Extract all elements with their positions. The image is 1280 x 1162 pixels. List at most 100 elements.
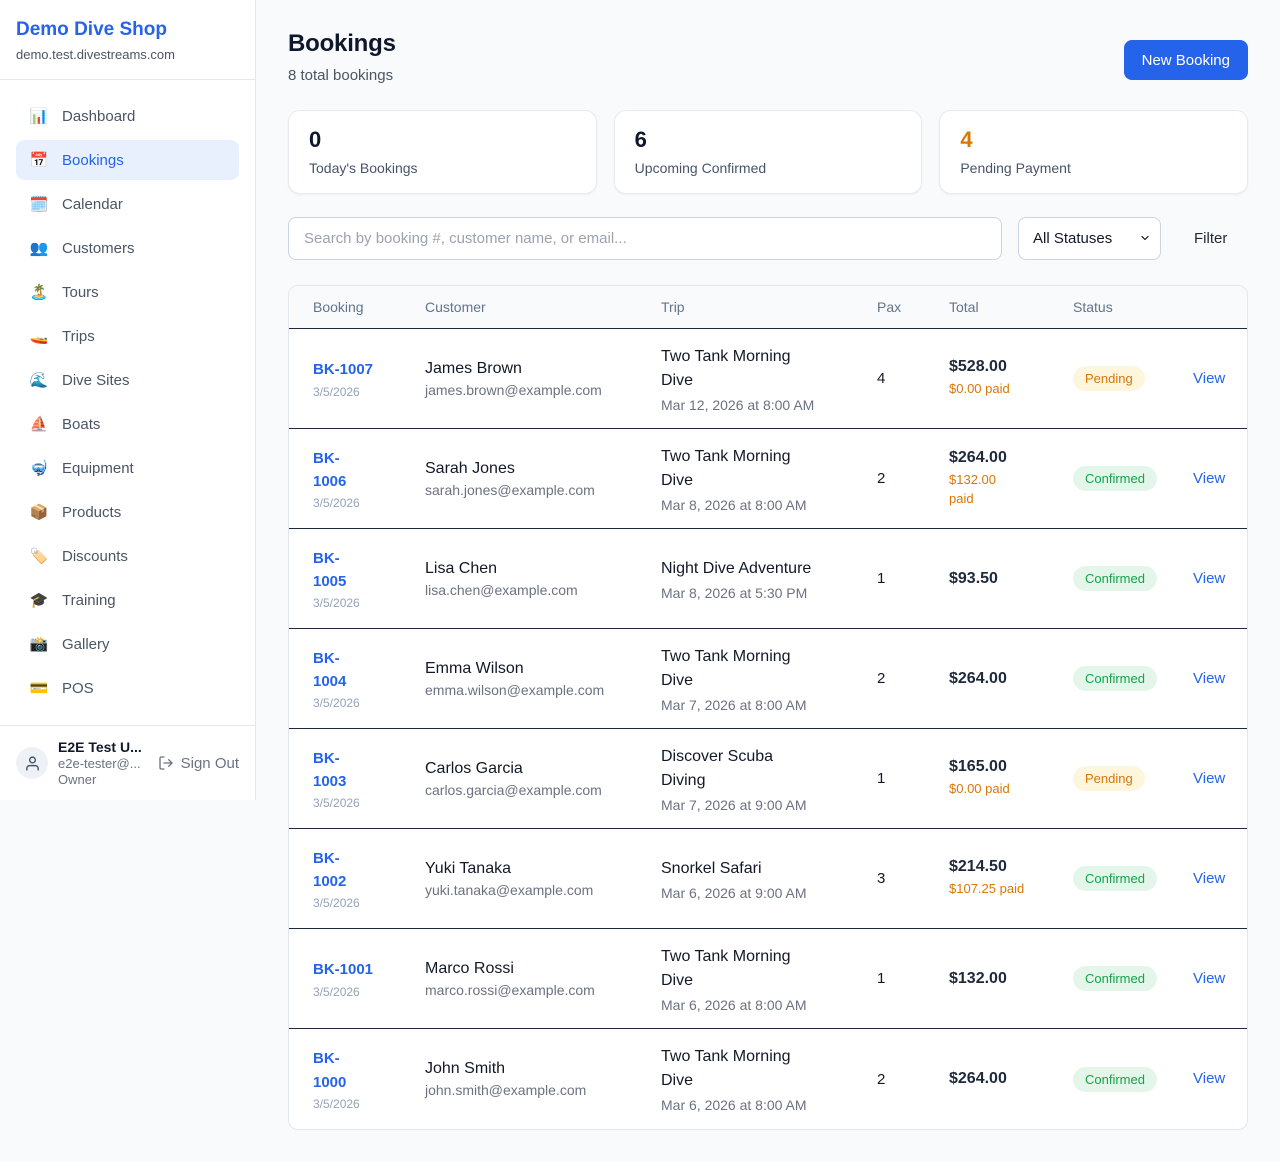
user-role: Owner xyxy=(58,772,97,787)
status-badge: Confirmed xyxy=(1073,466,1157,491)
user-icon xyxy=(25,755,39,771)
booking-date: 3/5/2026 xyxy=(313,596,360,611)
customer-name: Carlos Garcia xyxy=(425,759,523,777)
discounts-icon: 🏷️ xyxy=(29,548,49,565)
sidebar-item-training[interactable]: 🎓 Training xyxy=(16,580,239,620)
sidebar-item-dive-sites[interactable]: 🌊 Dive Sites xyxy=(16,360,239,400)
sidebar-nav: 📊 Dashboard 📅 Bookings 🗓️ Calendar 👥 Cus… xyxy=(0,80,255,725)
customer-email: john.smith@example.com xyxy=(425,1082,587,1098)
shop-name: Demo Dive Shop xyxy=(16,19,167,40)
page-title: Bookings xyxy=(288,30,396,57)
pax-count: 2 xyxy=(877,670,886,687)
booking-link[interactable]: BK- 1003 xyxy=(313,749,347,790)
customer-email: emma.wilson@example.com xyxy=(425,681,605,698)
booking-date: 3/5/2026 xyxy=(313,896,360,911)
sidebar: Demo Dive Shop demo.test.divestreams.com… xyxy=(0,0,256,800)
booking-link[interactable]: BK- 1006 xyxy=(313,449,347,490)
user-info: E2E Test U... e2e-tester@... Owner xyxy=(58,739,148,787)
sidebar-item-boats[interactable]: ⛵ Boats xyxy=(16,404,239,444)
status-select-wrap: All Statuses xyxy=(1018,217,1161,260)
pax-count: 1 xyxy=(877,570,886,587)
sidebar-item-tours[interactable]: 🏝️ Tours xyxy=(16,272,239,312)
sidebar-item-discounts[interactable]: 🏷️ Discounts xyxy=(16,536,239,576)
booking-date: 3/5/2026 xyxy=(313,696,360,711)
sidebar-item-label: Training xyxy=(62,591,116,609)
total-amount: $528.00 xyxy=(949,358,1007,376)
trip-datetime: Mar 8, 2026 at 5:30 PM xyxy=(661,584,808,601)
sidebar-item-dashboard[interactable]: 📊 Dashboard xyxy=(16,96,239,136)
new-booking-button[interactable]: New Booking xyxy=(1123,40,1248,80)
booking-date: 3/5/2026 xyxy=(313,984,360,999)
customer-email: lisa.chen@example.com xyxy=(425,581,578,598)
sidebar-item-trips[interactable]: 🚤 Trips xyxy=(16,316,239,356)
status-badge: Pending xyxy=(1073,366,1145,391)
sidebar-item-customers[interactable]: 👥 Customers xyxy=(16,228,239,268)
search-input[interactable] xyxy=(288,217,1002,260)
view-link[interactable]: View xyxy=(1193,969,1226,987)
total-amount: $264.00 xyxy=(949,449,1007,467)
column-header-total: Total xyxy=(949,299,979,315)
page-subtitle: 8 total bookings xyxy=(288,67,394,84)
customer-name: Marco Rossi xyxy=(425,959,514,977)
sidebar-item-label: Discounts xyxy=(62,547,128,565)
dashboard-icon: 📊 xyxy=(29,108,49,125)
sidebar-item-pos[interactable]: 💳 POS xyxy=(16,668,239,708)
booking-link[interactable]: BK- 1002 xyxy=(313,849,347,890)
status-badge: Confirmed xyxy=(1073,566,1157,591)
booking-date: 3/5/2026 xyxy=(313,384,360,399)
trip-name: Two Tank Morning Dive xyxy=(661,647,791,689)
view-link[interactable]: View xyxy=(1193,669,1226,687)
stat-value: 6 xyxy=(634,127,647,152)
sidebar-item-bookings[interactable]: 📅 Bookings xyxy=(16,140,239,180)
sidebar-item-equipment[interactable]: 🤿 Equipment xyxy=(16,448,239,488)
filter-row: All Statuses Filter xyxy=(288,217,1248,260)
status-badge: Confirmed xyxy=(1073,666,1157,691)
sidebar-item-gallery[interactable]: 📸 Gallery xyxy=(16,624,239,664)
view-link[interactable]: View xyxy=(1193,569,1226,587)
booking-date: 3/5/2026 xyxy=(313,1096,360,1111)
table-row: BK-1001 3/5/2026 Marco Rossi marco.rossi… xyxy=(289,929,1247,1029)
status-select[interactable]: All Statuses xyxy=(1018,217,1161,260)
sign-out-label: Sign Out xyxy=(180,754,239,772)
equipment-icon: 🤿 xyxy=(29,460,49,477)
trip-name: Two Tank Morning Dive xyxy=(661,947,791,989)
stat-value: 4 xyxy=(960,127,973,152)
sidebar-item-label: Dive Sites xyxy=(62,371,130,389)
total-amount: $132.00 xyxy=(949,969,1007,987)
trip-name: Two Tank Morning Dive xyxy=(661,347,791,389)
view-link[interactable]: View xyxy=(1193,369,1226,387)
trips-icon: 🚤 xyxy=(29,328,49,345)
column-header-trip: Trip xyxy=(661,299,685,315)
sidebar-header: Demo Dive Shop demo.test.divestreams.com xyxy=(0,0,255,80)
booking-link[interactable]: BK-1007 xyxy=(313,361,374,379)
sign-out-button[interactable]: Sign Out xyxy=(158,755,239,772)
view-link[interactable]: View xyxy=(1193,869,1226,887)
table-row: BK- 1005 3/5/2026 Lisa Chen lisa.chen@ex… xyxy=(289,529,1247,629)
customer-email: yuki.tanaka@example.com xyxy=(425,881,594,898)
column-header-pax: Pax xyxy=(877,299,902,315)
status-badge: Confirmed xyxy=(1073,966,1157,991)
stat-value: 0 xyxy=(309,127,322,152)
status-badge: Pending xyxy=(1073,766,1145,791)
booking-link[interactable]: BK- 1004 xyxy=(313,649,347,690)
sidebar-item-label: POS xyxy=(62,679,94,697)
sidebar-item-calendar[interactable]: 🗓️ Calendar xyxy=(16,184,239,224)
sidebar-item-label: Products xyxy=(62,503,122,521)
pax-count: 2 xyxy=(877,470,886,487)
table-header-row: Booking Customer Trip Pax Total Status xyxy=(289,286,1247,329)
view-link[interactable]: View xyxy=(1193,1070,1226,1087)
stat-card-upcoming-confirmed: 6 Upcoming Confirmed xyxy=(613,110,923,194)
customer-email: james.brown@example.com xyxy=(425,381,602,398)
sidebar-item-products[interactable]: 📦 Products xyxy=(16,492,239,532)
booking-link[interactable]: BK-1001 xyxy=(313,961,374,979)
trip-datetime: Mar 7, 2026 at 9:00 AM xyxy=(661,796,807,813)
customer-email: marco.rossi@example.com xyxy=(425,981,595,998)
filter-button[interactable]: Filter xyxy=(1194,230,1228,247)
booking-link[interactable]: BK- 1005 xyxy=(313,549,347,590)
view-link[interactable]: View xyxy=(1193,469,1226,487)
customer-name: John Smith xyxy=(425,1060,506,1077)
booking-link[interactable]: BK- 1000 xyxy=(313,1050,347,1091)
view-link[interactable]: View xyxy=(1193,769,1226,787)
trip-name: Two Tank Morning Dive xyxy=(661,447,791,489)
avatar xyxy=(16,747,48,779)
